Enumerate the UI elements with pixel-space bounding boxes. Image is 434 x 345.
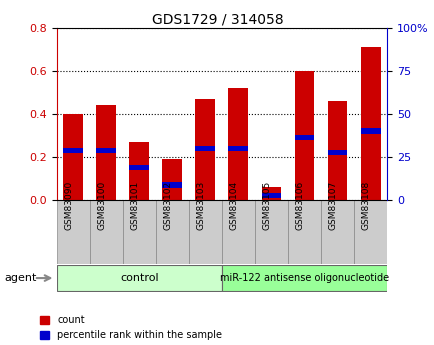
Bar xyxy=(294,135,314,140)
Text: miR-122 antisense oligonucleotide: miR-122 antisense oligonucleotide xyxy=(220,273,388,283)
Text: GSM83104: GSM83104 xyxy=(229,181,238,230)
Bar xyxy=(221,265,386,291)
Bar xyxy=(228,88,248,200)
Bar xyxy=(188,200,221,264)
Bar xyxy=(162,159,182,200)
Bar xyxy=(63,148,83,153)
Text: GSM83106: GSM83106 xyxy=(295,180,304,230)
Bar xyxy=(327,150,347,155)
Bar xyxy=(228,146,248,151)
Text: GSM83100: GSM83100 xyxy=(97,180,106,230)
Text: GSM83107: GSM83107 xyxy=(328,180,337,230)
Bar xyxy=(195,146,215,151)
Bar xyxy=(63,114,83,200)
Text: GSM83103: GSM83103 xyxy=(196,180,205,230)
Text: GSM83108: GSM83108 xyxy=(361,180,370,230)
Text: GSM83105: GSM83105 xyxy=(262,180,271,230)
Bar xyxy=(195,99,215,200)
Text: control: control xyxy=(120,273,158,283)
Bar xyxy=(261,187,281,200)
Bar xyxy=(360,128,380,134)
Text: GSM83101: GSM83101 xyxy=(130,180,139,230)
Text: GSM83090: GSM83090 xyxy=(64,180,73,230)
Bar xyxy=(287,200,320,264)
Text: GDS1729 / 314058: GDS1729 / 314058 xyxy=(151,12,283,26)
Bar xyxy=(122,200,155,264)
Bar xyxy=(56,265,221,291)
Bar xyxy=(96,148,116,153)
Bar xyxy=(89,200,122,264)
Text: GSM83102: GSM83102 xyxy=(163,181,172,230)
Bar xyxy=(261,193,281,198)
Bar xyxy=(320,200,353,264)
Bar xyxy=(129,165,149,170)
Bar xyxy=(96,105,116,200)
Bar xyxy=(360,47,380,200)
Text: agent: agent xyxy=(4,273,36,283)
Bar xyxy=(162,182,182,188)
Bar xyxy=(353,200,386,264)
Bar xyxy=(155,200,188,264)
Bar xyxy=(327,101,347,200)
Bar xyxy=(221,200,254,264)
Bar xyxy=(254,200,287,264)
Bar xyxy=(129,142,149,200)
Legend: count, percentile rank within the sample: count, percentile rank within the sample xyxy=(39,315,222,340)
Bar xyxy=(56,200,89,264)
Bar xyxy=(294,71,314,200)
